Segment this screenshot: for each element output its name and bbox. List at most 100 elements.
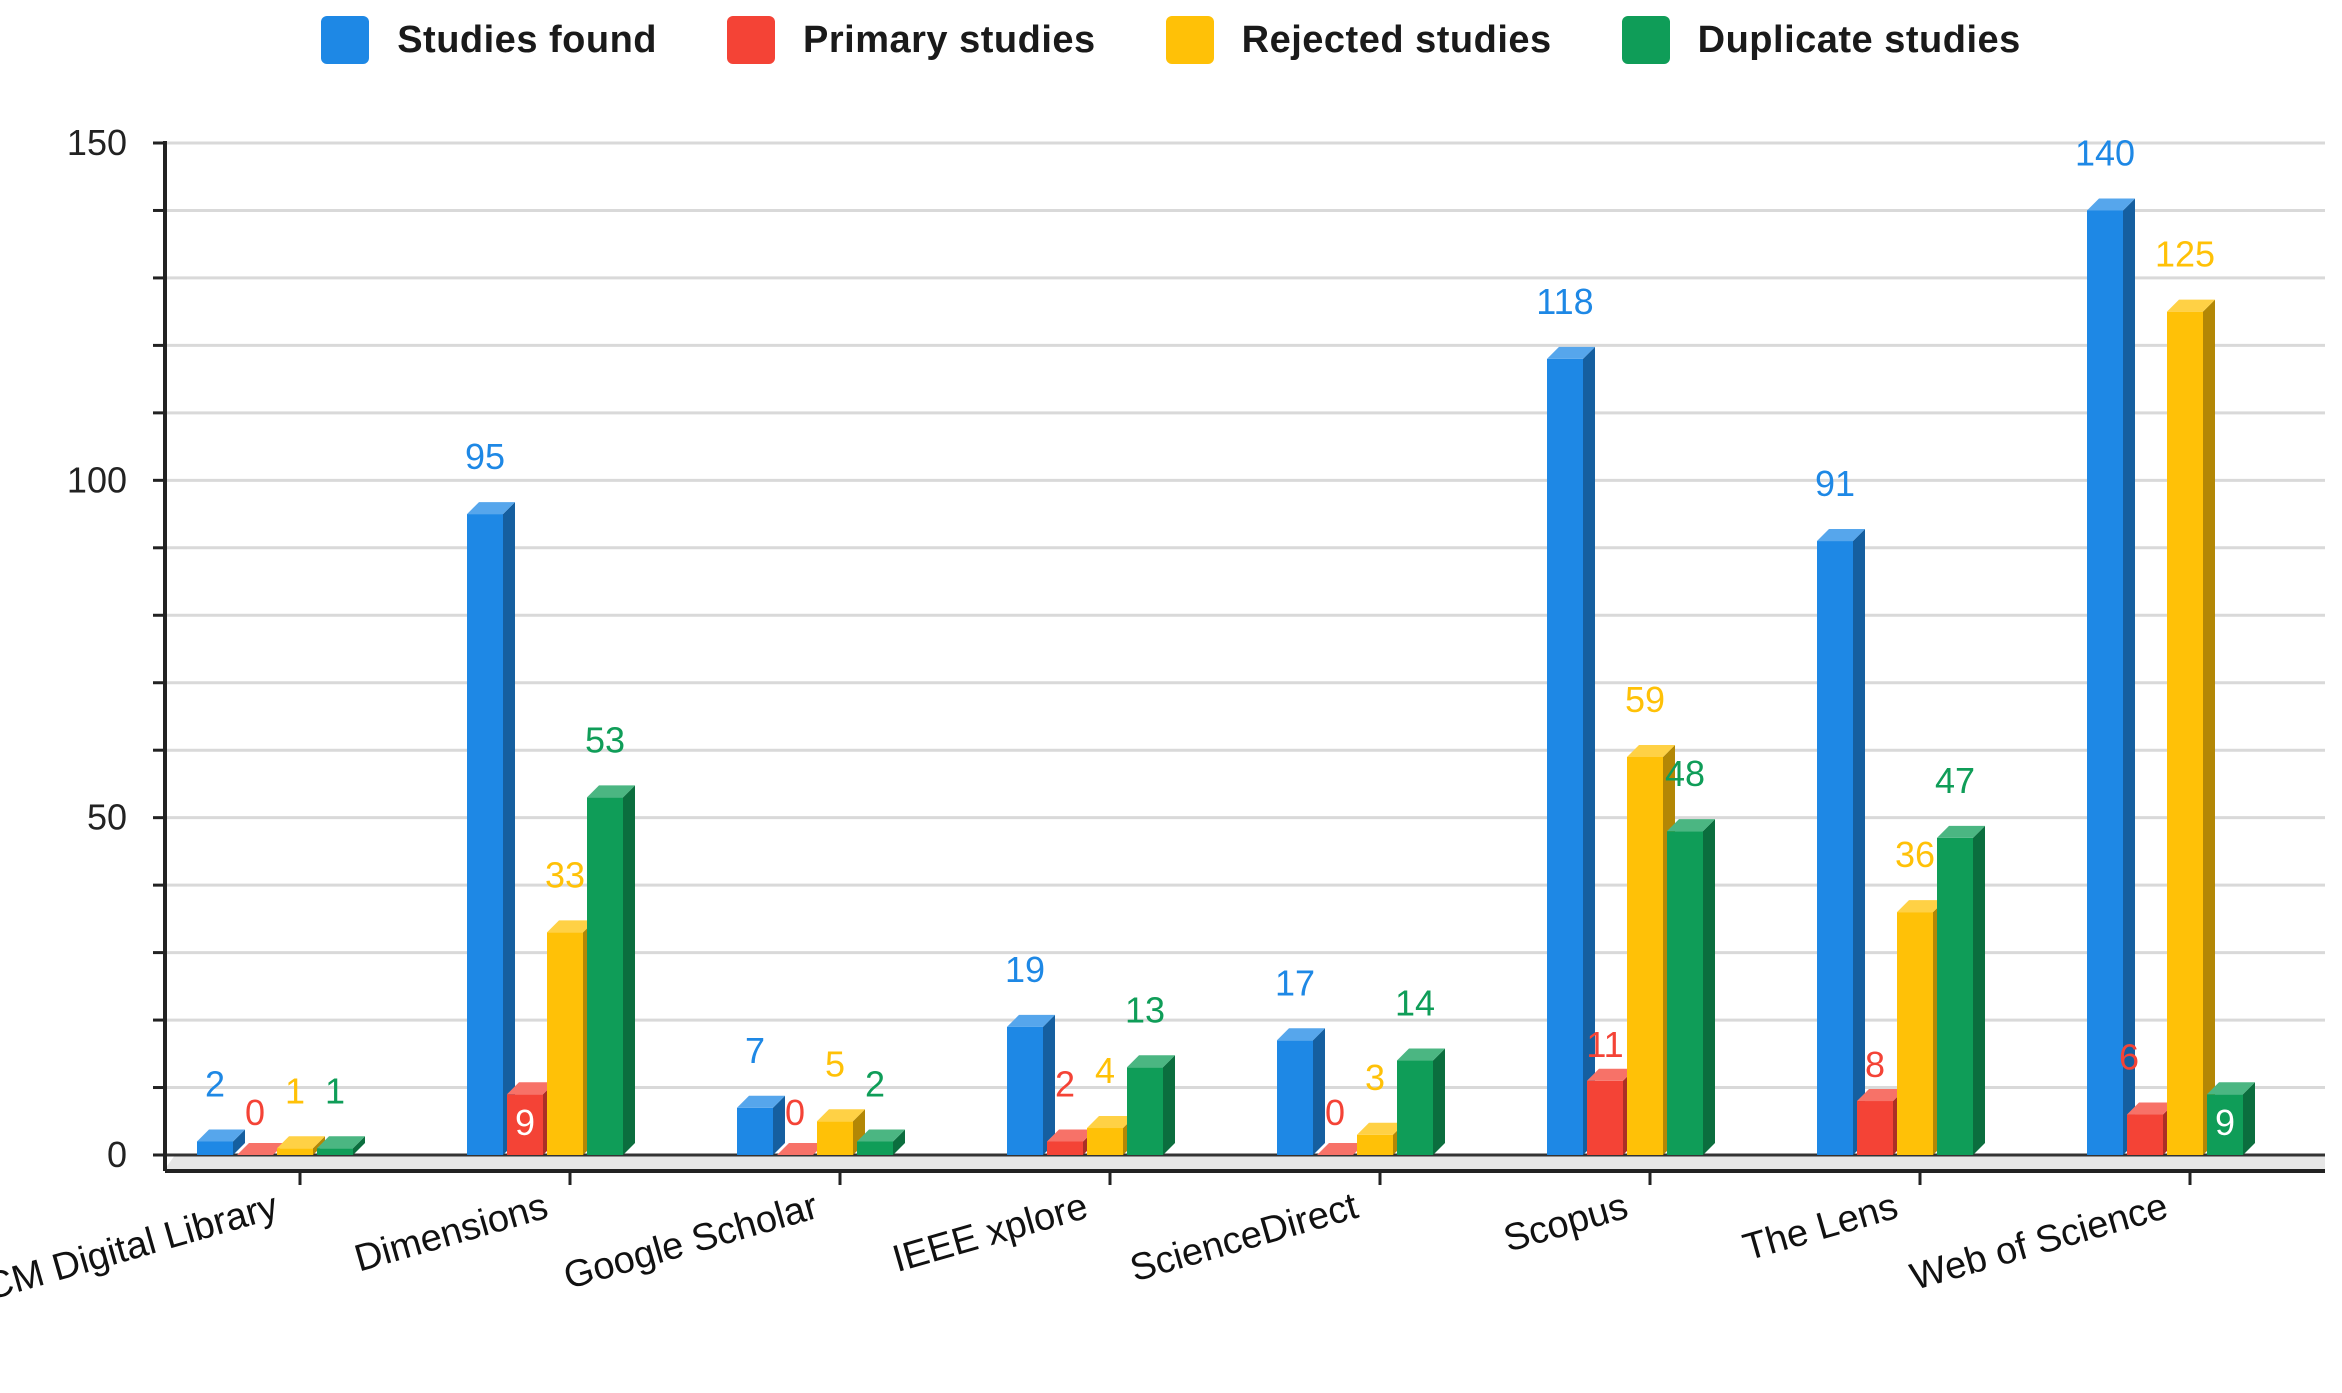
bar-top	[277, 1136, 325, 1149]
bar-studies-found[interactable]	[197, 1129, 245, 1155]
data-label-studies-found: 140	[2075, 132, 2135, 173]
legend-label-studies-found: Studies found	[397, 18, 658, 61]
bar-duplicate-studies[interactable]	[857, 1129, 905, 1155]
data-label-primary-studies: 9	[515, 1102, 535, 1143]
data-label-rejected-studies: 125	[2155, 234, 2215, 275]
bar-studies-found[interactable]	[2087, 198, 2135, 1155]
bar-primary-studies[interactable]	[1317, 1143, 1365, 1155]
legend-label-rejected-studies: Rejected studies	[1241, 18, 1552, 61]
legend-item-studies-found[interactable]: Studies found	[321, 16, 657, 64]
data-label-primary-studies: 2	[1055, 1064, 1075, 1105]
bar-duplicate-studies[interactable]	[317, 1136, 365, 1155]
bar-front	[2167, 311, 2203, 1156]
bar-primary-studies[interactable]	[777, 1143, 825, 1155]
data-label-duplicate-studies: 1	[325, 1070, 345, 1111]
category-label: Google Scholar	[559, 1185, 823, 1298]
data-label-studies-found: 95	[465, 436, 505, 477]
bar-top	[1897, 900, 1945, 913]
bar-top	[1127, 1055, 1175, 1068]
bar-studies-found[interactable]	[467, 502, 515, 1156]
bar-front	[1277, 1040, 1313, 1155]
bar-side	[2243, 1082, 2255, 1155]
bar-rejected-studies[interactable]	[277, 1136, 325, 1155]
bar-side	[503, 502, 515, 1156]
bar-side	[773, 1095, 785, 1155]
data-label-studies-found: 17	[1275, 962, 1315, 1003]
bar-front	[1627, 756, 1663, 1155]
bar-duplicate-studies[interactable]	[2207, 1082, 2255, 1155]
bar-side	[1163, 1055, 1175, 1155]
bar-front	[2207, 1094, 2243, 1155]
bar-side	[623, 785, 635, 1155]
bar-duplicate-studies[interactable]	[1937, 825, 1985, 1155]
bar-studies-found[interactable]	[1817, 529, 1865, 1155]
data-label-rejected-studies: 3	[1365, 1057, 1385, 1098]
legend-label-duplicate-studies: Duplicate studies	[1697, 18, 2021, 61]
data-label-studies-found: 2	[205, 1064, 225, 1105]
bar-top	[2207, 1082, 2255, 1095]
bar-rejected-studies[interactable]	[2167, 299, 2215, 1156]
bar-front	[1127, 1067, 1163, 1155]
bar-front	[547, 932, 583, 1155]
legend-item-primary-studies[interactable]: Primary studies	[727, 16, 1096, 64]
y-tick-label: 100	[67, 459, 127, 500]
bar-front	[857, 1141, 893, 1155]
bar-front	[1587, 1080, 1623, 1155]
bar-top	[1357, 1122, 1405, 1135]
data-label-primary-studies: 6	[2119, 1037, 2139, 1078]
legend-item-duplicate-studies[interactable]: Duplicate studies	[1621, 16, 2021, 64]
bar-duplicate-studies[interactable]	[1127, 1055, 1175, 1155]
category-label: IEEE xplore	[888, 1185, 1092, 1281]
bar-front	[1817, 541, 1853, 1155]
bar-front	[817, 1121, 853, 1155]
category-label: Scopus	[1499, 1185, 1632, 1260]
bar-primary-studies[interactable]	[237, 1143, 285, 1155]
data-label-duplicate-studies: 47	[1935, 760, 1975, 801]
data-label-duplicate-studies: 13	[1125, 989, 1165, 1030]
data-label-duplicate-studies: 2	[865, 1064, 885, 1105]
data-label-primary-studies: 0	[1325, 1092, 1345, 1133]
data-label-studies-found: 19	[1005, 949, 1045, 990]
bar-top	[1627, 744, 1675, 757]
bar-top	[1667, 819, 1715, 832]
bar-studies-found[interactable]	[1007, 1014, 1055, 1155]
data-label-rejected-studies: 5	[825, 1043, 845, 1084]
bar-front	[1357, 1134, 1393, 1155]
legend-swatch-studies-found	[321, 16, 370, 64]
bar-top	[237, 1143, 285, 1155]
bar-top	[857, 1129, 905, 1142]
bar-duplicate-studies[interactable]	[587, 785, 635, 1155]
bar-top	[1277, 1028, 1325, 1041]
bar-top	[587, 785, 635, 798]
bar-side	[353, 1136, 365, 1155]
data-label-rejected-studies: 4	[1095, 1050, 1115, 1091]
bar-side	[1583, 346, 1595, 1156]
bar-duplicate-studies[interactable]	[1667, 819, 1715, 1155]
bar-front	[1087, 1128, 1123, 1155]
bar-side	[1703, 819, 1715, 1155]
legend-swatch-primary-studies	[727, 16, 776, 64]
bar-front	[1397, 1060, 1433, 1155]
bar-side	[893, 1129, 905, 1155]
bar-studies-found[interactable]	[737, 1095, 785, 1155]
bar-top	[817, 1109, 865, 1122]
bar-front	[317, 1148, 353, 1155]
bar-side	[233, 1129, 245, 1155]
bar-top	[2167, 299, 2215, 312]
legend: Studies found Primary studies Rejected s…	[0, 10, 2342, 70]
bar-top	[1937, 825, 1985, 838]
bar-duplicate-studies[interactable]	[1397, 1048, 1445, 1155]
bar-top	[507, 1082, 555, 1095]
data-label-rejected-studies: 59	[1625, 679, 1665, 720]
bar-top	[777, 1143, 825, 1155]
bar-top	[1587, 1068, 1635, 1081]
bar-studies-found[interactable]	[1547, 346, 1595, 1156]
bar-side	[1973, 825, 1985, 1155]
bar-rejected-studies[interactable]	[817, 1109, 865, 1155]
legend-item-rejected-studies[interactable]: Rejected studies	[1165, 16, 1552, 64]
bar-top	[1857, 1089, 1905, 1102]
gridlines	[165, 141, 2325, 1090]
bar-top	[467, 502, 515, 515]
bar-studies-found[interactable]	[1277, 1028, 1325, 1155]
bar-side	[2203, 299, 2215, 1156]
